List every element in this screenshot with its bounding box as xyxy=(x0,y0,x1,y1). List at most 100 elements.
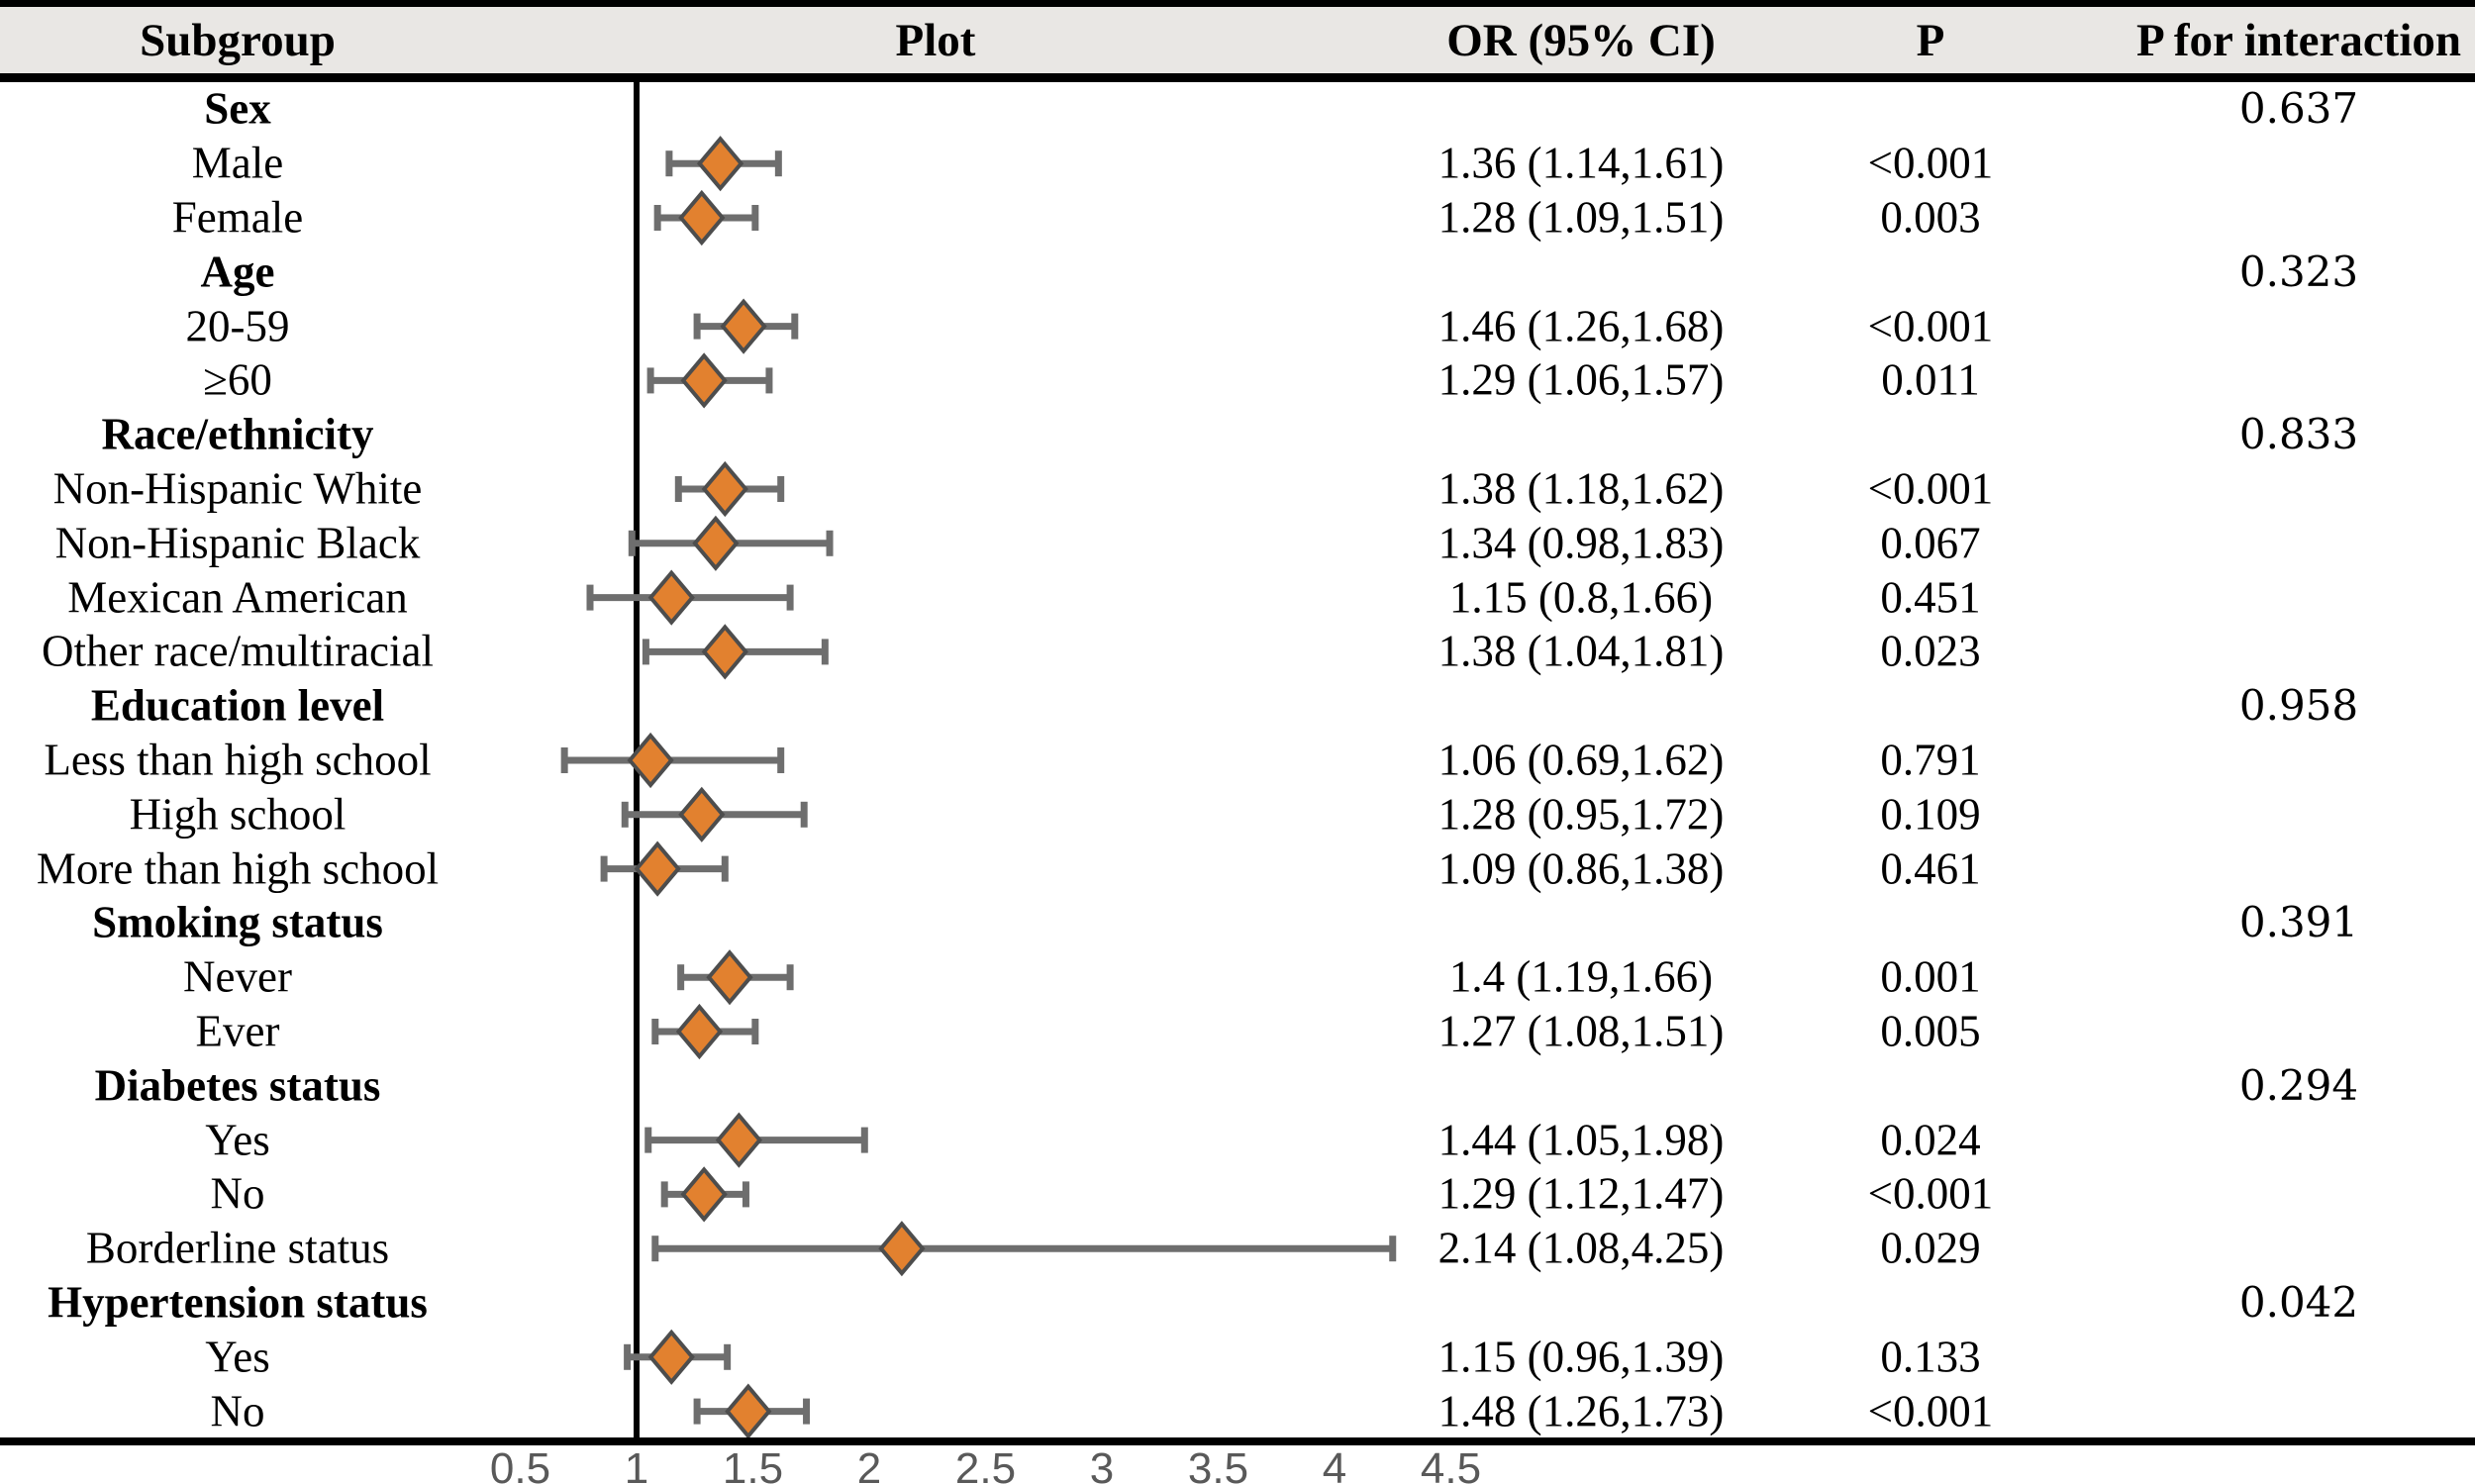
or-ci-value: 1.4 (1.19,1.66) xyxy=(1448,951,1714,1002)
p-interaction-value: 0.637 xyxy=(2238,84,2359,134)
p-interaction-value: 0.391 xyxy=(2238,898,2359,947)
subgroup-label: Ever xyxy=(195,1006,280,1056)
subgroup-label: Mexican American xyxy=(67,572,408,623)
p-value: <0.001 xyxy=(1867,463,1994,514)
table-row: Less than high school 1.06 (0.69,1.62) 0… xyxy=(0,734,2475,788)
or-ci-value: 1.34 (0.98,1.83) xyxy=(1437,518,1725,568)
subgroup-label: Sex xyxy=(204,83,271,134)
table-row: Diabetes status 0.294 xyxy=(0,1058,2475,1113)
subgroup-label: Non-Hispanic Black xyxy=(54,518,421,568)
or-ci-value: 1.38 (1.04,1.81) xyxy=(1437,626,1725,676)
or-ci-value: 1.15 (0.8,1.66) xyxy=(1448,572,1714,623)
table-row: Sex 0.637 xyxy=(0,82,2475,137)
subgroup-label: Yes xyxy=(205,1332,270,1382)
or-axis-tick-labels: 0.5 1 1.5 2 2.5 3 3.5 4 4.5 xyxy=(0,1447,2475,1484)
table-row: ≥60 1.29 (1.06,1.57) 0.011 xyxy=(0,353,2475,408)
p-value: <0.001 xyxy=(1867,1386,1994,1436)
subgroup-label: No xyxy=(210,1168,265,1219)
table-row: Borderline status 2.14 (1.08,4.25) 0.029 xyxy=(0,1222,2475,1276)
subgroup-label: Female xyxy=(171,192,304,243)
p-value: 0.001 xyxy=(1880,951,1981,1002)
column-header-p: P xyxy=(1916,14,1945,66)
or-ci-value: 1.06 (0.69,1.62) xyxy=(1437,735,1725,785)
subgroup-label: Age xyxy=(200,247,275,297)
subgroup-label: ≥60 xyxy=(203,354,272,405)
subgroup-label: Race/ethnicity xyxy=(101,409,374,459)
p-value: <0.001 xyxy=(1867,138,1994,188)
table-body: Sex 0.637 Male 1.36 (1.14,1.61) <0.001 F… xyxy=(0,82,2475,1438)
subgroup-label: Borderline status xyxy=(85,1223,390,1273)
subgroup-label: 20-59 xyxy=(185,301,290,351)
or-axis-tick: 0.5 xyxy=(489,1444,551,1484)
p-value: 0.451 xyxy=(1880,572,1981,623)
or-ci-value: 1.38 (1.18,1.62) xyxy=(1437,463,1725,514)
p-value: 0.133 xyxy=(1880,1332,1981,1382)
or-axis-tick: 2 xyxy=(856,1444,882,1484)
subgroup-label: Education level xyxy=(90,680,385,731)
or-axis-tick: 1.5 xyxy=(722,1444,784,1484)
table-row: 20-59 1.46 (1.26,1.68) <0.001 xyxy=(0,299,2475,353)
or-axis-tick: 4.5 xyxy=(1420,1444,1482,1484)
or-ci-value: 1.29 (1.06,1.57) xyxy=(1437,354,1725,405)
or-ci-value: 1.29 (1.12,1.47) xyxy=(1437,1168,1725,1219)
or-ci-value: 2.14 (1.08,4.25) xyxy=(1437,1223,1725,1273)
or-ci-value: 1.09 (0.86,1.38) xyxy=(1437,843,1725,894)
p-value: 0.791 xyxy=(1880,735,1981,785)
table-row: More than high school 1.09 (0.86,1.38) 0… xyxy=(0,841,2475,896)
p-interaction-value: 0.042 xyxy=(2238,1277,2359,1327)
p-value: 0.023 xyxy=(1880,626,1981,676)
table-row: Other race/multiracial 1.38 (1.04,1.81) … xyxy=(0,625,2475,679)
table-row: No 1.48 (1.26,1.73) <0.001 xyxy=(0,1384,2475,1438)
subgroup-label: Non-Hispanic White xyxy=(52,463,423,514)
axis-line xyxy=(0,1437,2475,1445)
table-row: Education level 0.958 xyxy=(0,679,2475,734)
or-axis-tick: 3 xyxy=(1089,1444,1115,1484)
p-interaction-value: 0.323 xyxy=(2238,247,2359,296)
header-bottom-rule xyxy=(0,73,2475,82)
or-ci-value: 1.46 (1.26,1.68) xyxy=(1437,301,1725,351)
p-value: 0.109 xyxy=(1880,789,1981,840)
column-header-plot: Plot xyxy=(895,14,976,66)
subgroup-label: Yes xyxy=(205,1115,270,1165)
table-row: Smoking status 0.391 xyxy=(0,896,2475,950)
or-ci-value: 1.15 (0.96,1.39) xyxy=(1437,1332,1725,1382)
subgroup-label: Smoking status xyxy=(92,897,383,947)
or-axis-tick: 3.5 xyxy=(1187,1444,1249,1484)
p-value: 0.003 xyxy=(1880,192,1981,243)
or-axis-tick: 1 xyxy=(624,1444,649,1484)
column-header-band: Subgroup Plot OR (95% CI) P P for intera… xyxy=(0,7,2475,73)
or-axis-tick: 2.5 xyxy=(954,1444,1017,1484)
p-value: <0.001 xyxy=(1867,301,1994,351)
or-ci-value: 1.48 (1.26,1.73) xyxy=(1437,1386,1725,1436)
column-header-or-ci: OR (95% CI) xyxy=(1446,14,1716,66)
table-row: Hypertension status 0.042 xyxy=(0,1276,2475,1331)
top-border-rule xyxy=(0,0,2475,7)
p-value: 0.005 xyxy=(1880,1006,1981,1056)
table-row: No 1.29 (1.12,1.47) <0.001 xyxy=(0,1167,2475,1222)
subgroup-label: Less than high school xyxy=(44,735,432,785)
p-value: 0.029 xyxy=(1880,1223,1981,1273)
p-interaction-value: 0.294 xyxy=(2238,1060,2359,1110)
p-value: 0.024 xyxy=(1880,1115,1981,1165)
table-row: Male 1.36 (1.14,1.61) <0.001 xyxy=(0,137,2475,191)
or-axis-tick: 4 xyxy=(1322,1444,1347,1484)
or-ci-value: 1.28 (1.09,1.51) xyxy=(1437,192,1725,243)
table-row: Race/ethnicity 0.833 xyxy=(0,408,2475,462)
or-ci-value: 1.44 (1.05,1.98) xyxy=(1437,1115,1725,1165)
p-interaction-value: 0.833 xyxy=(2238,410,2359,459)
or-ci-value: 1.27 (1.08,1.51) xyxy=(1437,1006,1725,1056)
table-row: Yes 1.44 (1.05,1.98) 0.024 xyxy=(0,1113,2475,1167)
subgroup-label: More than high school xyxy=(36,843,440,894)
subgroup-label: High school xyxy=(129,789,346,840)
subgroup-label: Male xyxy=(191,138,284,188)
table-row: Female 1.28 (1.09,1.51) 0.003 xyxy=(0,191,2475,246)
subgroup-label: Never xyxy=(183,951,292,1002)
subgroup-label: Hypertension status xyxy=(48,1277,428,1328)
or-ci-value: 1.36 (1.14,1.61) xyxy=(1437,138,1725,188)
table-row: Age 0.323 xyxy=(0,245,2475,299)
column-header-subgroup: Subgroup xyxy=(140,14,336,66)
subgroup-label: Other race/multiracial xyxy=(41,626,435,676)
table-row: Yes 1.15 (0.96,1.39) 0.133 xyxy=(0,1330,2475,1384)
subgroup-label: No xyxy=(210,1386,265,1436)
